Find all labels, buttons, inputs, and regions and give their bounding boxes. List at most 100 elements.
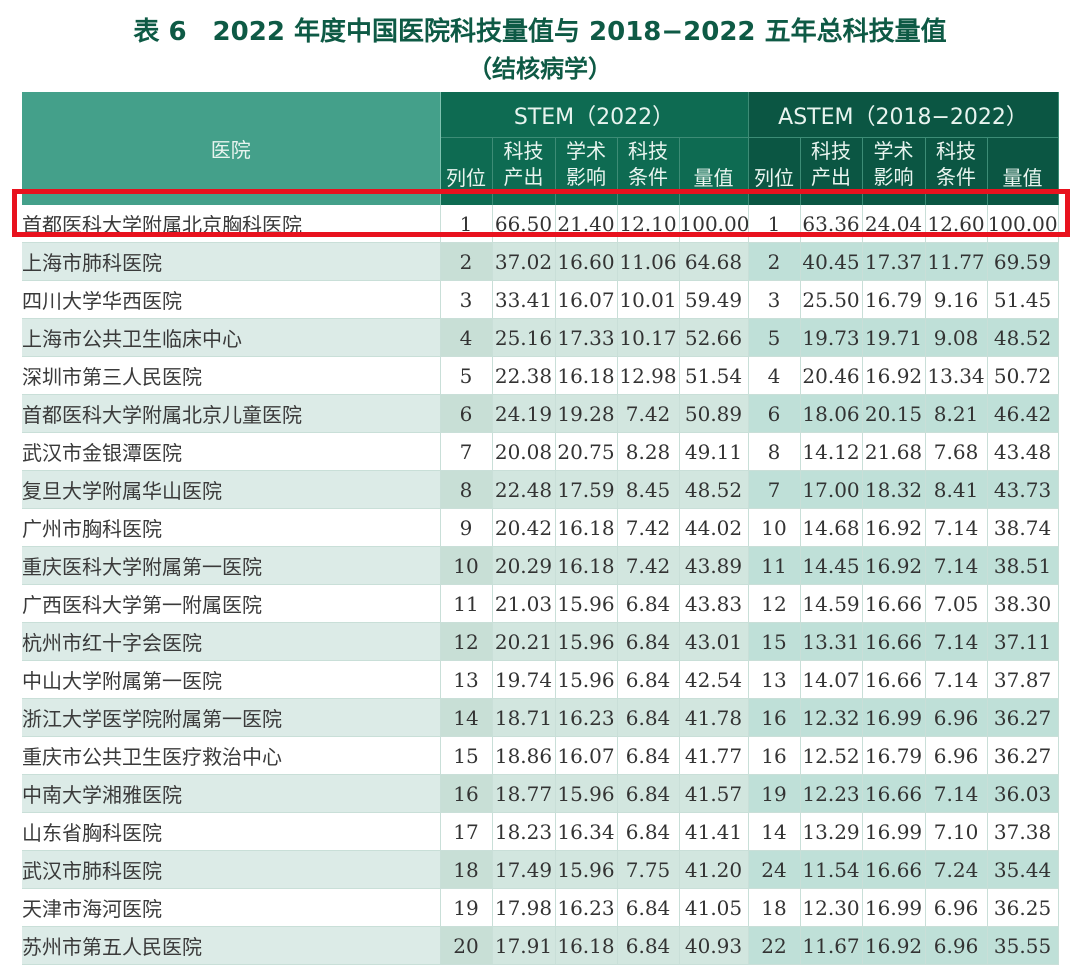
astem-output-cell: 40.45 <box>800 242 863 281</box>
stem-condition-cell: 7.42 <box>617 394 680 433</box>
header-label-line: 科技 <box>811 139 852 163</box>
stem-output-cell: 17.91 <box>492 926 556 965</box>
stem-output-cell: 20.21 <box>492 622 556 661</box>
header-label-line: 量值 <box>1002 165 1043 190</box>
stem-value-cell: 59.49 <box>679 280 749 319</box>
table-row: 山东省胸科医院 17 18.23 16.34 6.84 41.41 14 13.29 16.99… <box>22 812 1059 851</box>
astem-impact-cell: 16.66 <box>862 660 926 699</box>
stem-condition-cell: 8.28 <box>617 432 680 471</box>
hospital-column-header: 医院 <box>22 92 441 205</box>
astem-output-cell: 14.45 <box>800 546 863 585</box>
hospital-name-cell: 广西医科大学第一附属医院 <box>22 584 441 623</box>
astem-output-cell: 17.00 <box>800 470 863 509</box>
astem-value-cell: 43.73 <box>987 470 1059 509</box>
stem-output-cell: 20.29 <box>492 546 556 585</box>
astem-output-cell: 13.31 <box>800 622 863 661</box>
table-row: 复旦大学附属华山医院 8 22.48 17.59 8.45 48.52 7 17.00 18.3… <box>22 470 1059 509</box>
stem-output-cell: 18.77 <box>492 774 556 813</box>
stem-impact-cell: 16.18 <box>555 356 618 395</box>
hospital-name-cell: 中山大学附属第一医院 <box>22 660 441 699</box>
astem-value-cell: 48.52 <box>987 318 1059 357</box>
stem-output-cell: 33.41 <box>492 280 556 319</box>
astem-output-cell: 19.73 <box>800 318 863 357</box>
stem-output-cell: 25.16 <box>492 318 556 357</box>
hospital-name-cell: 深圳市第三人民医院 <box>22 356 441 395</box>
stem-rank-cell: 11 <box>440 584 493 623</box>
astem-rank-cell: 7 <box>748 470 801 509</box>
header-label-line: 产出 <box>503 165 544 189</box>
astem-condition-cell: 8.21 <box>925 394 988 433</box>
astem-impact-header: 学术 影响 <box>862 137 926 205</box>
stem-condition-cell: 11.06 <box>617 242 680 281</box>
astem-condition-cell: 7.14 <box>925 508 988 547</box>
astem-condition-cell: 12.60 <box>925 205 988 243</box>
astem-rank-cell: 13 <box>748 660 801 699</box>
stem-impact-cell: 16.18 <box>555 508 618 547</box>
astem-impact-cell: 19.71 <box>862 318 926 357</box>
astem-condition-cell: 7.05 <box>925 584 988 623</box>
hospital-name-cell: 复旦大学附属华山医院 <box>22 470 441 509</box>
stem-condition-cell: 7.42 <box>617 508 680 547</box>
table-row: 重庆市公共卫生医疗救治中心 15 18.86 16.07 6.84 41.77 16 12.5… <box>22 736 1059 775</box>
astem-rank-cell: 24 <box>748 850 801 889</box>
astem-rank-cell: 18 <box>748 888 801 927</box>
astem-rank-cell: 12 <box>748 584 801 623</box>
astem-condition-cell: 7.10 <box>925 812 988 851</box>
astem-condition-cell: 7.14 <box>925 622 988 661</box>
stem-value-cell: 43.89 <box>679 546 749 585</box>
stem-output-cell: 22.38 <box>492 356 556 395</box>
stem-value-cell: 50.89 <box>679 394 749 433</box>
header-label-line: 列位 <box>754 165 795 190</box>
stem-impact-cell: 16.34 <box>555 812 618 851</box>
stem-rank-cell: 17 <box>440 812 493 851</box>
astem-impact-cell: 16.79 <box>862 280 926 319</box>
stem-condition-cell: 6.84 <box>617 888 680 927</box>
stem-impact-cell: 15.96 <box>555 850 618 889</box>
astem-output-cell: 11.67 <box>800 926 863 965</box>
stem-condition-cell: 6.84 <box>617 812 680 851</box>
astem-impact-cell: 16.99 <box>862 888 926 927</box>
astem-rank-cell: 6 <box>748 394 801 433</box>
astem-value-cell: 46.42 <box>987 394 1059 433</box>
astem-condition-cell: 7.68 <box>925 432 988 471</box>
stem-condition-cell: 6.84 <box>617 698 680 737</box>
table-row: 上海市公共卫生临床中心 4 25.16 17.33 10.17 52.66 5 19.73 19… <box>22 318 1059 357</box>
stem-value-cell: 41.05 <box>679 888 749 927</box>
astem-condition-header: 科技 条件 <box>925 137 988 205</box>
astem-impact-cell: 18.32 <box>862 470 926 509</box>
astem-value-header: 量值 <box>987 137 1059 205</box>
astem-impact-cell: 16.66 <box>862 622 926 661</box>
stem-condition-cell: 6.84 <box>617 622 680 661</box>
stem-output-cell: 37.02 <box>492 242 556 281</box>
stem-output-cell: 19.74 <box>492 660 556 699</box>
stem-condition-header: 科技 条件 <box>617 137 680 205</box>
stem-output-cell: 22.48 <box>492 470 556 509</box>
astem-rank-cell: 5 <box>748 318 801 357</box>
table-row: 中南大学湘雅医院 16 18.77 15.96 6.84 41.57 19 12.23 16.6… <box>22 774 1059 813</box>
header-label-line: 科技 <box>628 139 668 163</box>
stem-condition-cell: 6.84 <box>617 660 680 699</box>
astem-impact-cell: 16.66 <box>862 584 926 623</box>
stem-value-cell: 41.41 <box>679 812 749 851</box>
astem-impact-cell: 16.92 <box>862 508 926 547</box>
stem-impact-cell: 17.33 <box>555 318 618 357</box>
header-label-line: 列位 <box>446 165 486 190</box>
table-row: 武汉市金银潭医院 7 20.08 20.75 8.28 49.11 8 14.12 21.68 7… <box>22 432 1059 471</box>
astem-rank-cell: 8 <box>748 432 801 471</box>
table-row: 苏州市第五人民医院 20 17.91 16.18 6.84 40.93 22 11.67 16.… <box>22 926 1059 965</box>
header-label-line: 科技 <box>936 139 977 163</box>
astem-value-cell: 36.03 <box>987 774 1059 813</box>
stem-value-cell: 52.66 <box>679 318 749 357</box>
astem-output-cell: 14.59 <box>800 584 863 623</box>
stem-rank-cell: 14 <box>440 698 493 737</box>
table-row: 首都医科大学附属北京胸科医院 1 66.50 21.40 12.10 100.00 1 63.… <box>22 205 1059 243</box>
stem-value-cell: 41.57 <box>679 774 749 813</box>
astem-value-cell: 69.59 <box>987 242 1059 281</box>
stem-value-cell: 43.83 <box>679 584 749 623</box>
astem-condition-cell: 7.24 <box>925 850 988 889</box>
astem-rank-cell: 19 <box>748 774 801 813</box>
astem-group-header: ASTEM（2018−2022） <box>748 92 1059 138</box>
stem-impact-cell: 20.75 <box>555 432 618 471</box>
stem-output-cell: 21.03 <box>492 584 556 623</box>
astem-output-cell: 14.12 <box>800 432 863 471</box>
